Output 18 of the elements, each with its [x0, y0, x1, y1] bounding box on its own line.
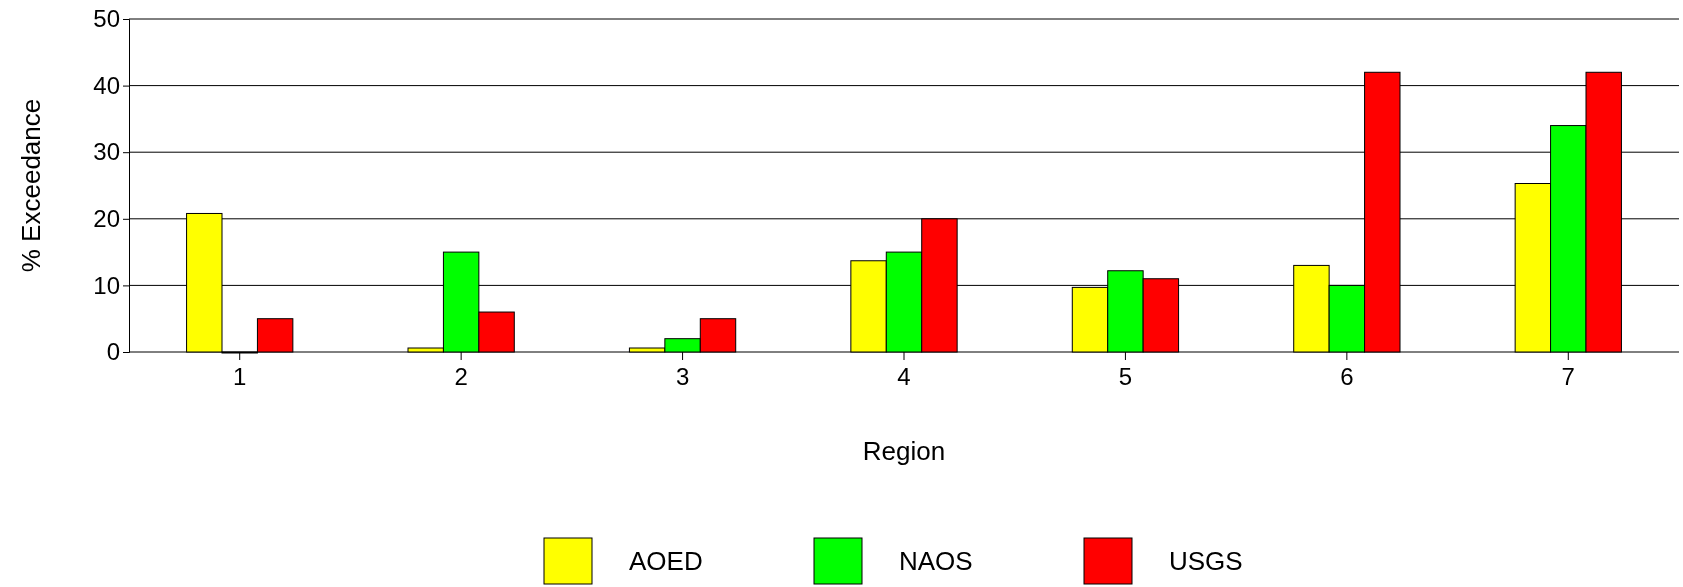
y-axis-title: % Exceedance [16, 98, 46, 273]
x-tick-label: 1 [233, 363, 247, 391]
x-axis-title: Region [862, 436, 946, 466]
x-tick-label: 6 [1340, 363, 1354, 391]
y-tick-label: 50 [93, 5, 120, 33]
y-tick-label: 0 [106, 338, 120, 366]
y-tick-label: 20 [93, 204, 120, 232]
legend-label: USGS [1169, 546, 1243, 576]
y-tick-label: 10 [93, 271, 120, 299]
x-tick-label: 4 [897, 363, 911, 391]
x-tick-label: 2 [454, 363, 468, 391]
x-tick-label: 5 [1118, 363, 1133, 391]
x-tick-label: 3 [675, 363, 690, 391]
legend-label: AOED [629, 546, 703, 576]
y-tick-label: 30 [93, 138, 120, 166]
legend-label: NAOS [899, 546, 973, 576]
x-tick-label: 7 [1561, 363, 1575, 391]
y-tick-label: 40 [93, 71, 120, 99]
